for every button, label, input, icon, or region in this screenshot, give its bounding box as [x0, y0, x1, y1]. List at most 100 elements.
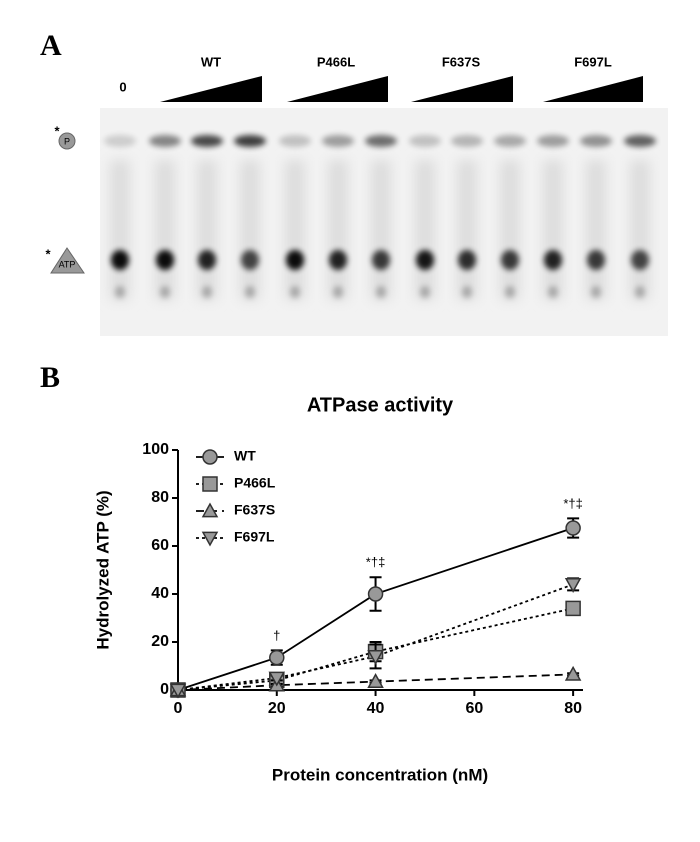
band — [156, 250, 174, 270]
series-line — [177, 583, 574, 691]
marker — [367, 650, 384, 665]
band — [333, 286, 343, 298]
y-tick-label: 40 — [151, 585, 169, 602]
band — [365, 135, 397, 147]
band — [544, 250, 562, 270]
lane-label: P466L — [317, 54, 355, 69]
band — [458, 250, 476, 270]
band — [587, 250, 605, 270]
band — [290, 286, 300, 298]
series-line — [177, 527, 574, 691]
band — [505, 286, 515, 298]
lane-smear — [543, 160, 563, 300]
band — [548, 286, 558, 298]
significance-label: † — [273, 628, 280, 643]
band — [501, 250, 519, 270]
x-tick-label: 60 — [465, 700, 483, 717]
band — [462, 286, 472, 298]
legend-label: P466L — [234, 475, 276, 491]
legend-marker — [202, 476, 218, 492]
gel-image — [100, 108, 668, 336]
marker — [564, 665, 582, 681]
product-marker — [58, 132, 76, 150]
lane-smear — [371, 160, 391, 300]
band — [537, 135, 569, 147]
band — [591, 286, 601, 298]
band — [635, 286, 645, 298]
band — [115, 286, 125, 298]
significance-label: *†‡ — [563, 496, 583, 511]
band — [409, 135, 441, 147]
band — [376, 286, 386, 298]
legend-marker — [202, 449, 218, 465]
lane-label: WT — [201, 54, 221, 69]
band — [286, 250, 304, 270]
panel-label: A — [40, 29, 62, 62]
y-tick-label: 20 — [151, 633, 169, 650]
wedge — [543, 76, 643, 102]
band — [372, 250, 390, 270]
marker-star: * — [54, 123, 60, 138]
chart-title: ATPase activity — [307, 394, 454, 416]
marker-star: * — [45, 246, 51, 261]
wedge — [160, 76, 262, 102]
substrate-marker — [50, 247, 85, 274]
lane-smear — [586, 160, 606, 300]
marker — [564, 578, 582, 593]
band — [494, 135, 526, 147]
band — [160, 286, 170, 298]
x-tick-label: 20 — [268, 700, 286, 717]
lane-smear — [240, 160, 260, 300]
marker-label: P — [64, 136, 70, 146]
significance-label: *†‡ — [366, 555, 386, 570]
lane-smear — [197, 160, 217, 300]
x-tick-label: 80 — [564, 700, 582, 717]
marker — [269, 649, 285, 666]
lane-smear — [328, 160, 348, 300]
legend-marker — [201, 502, 219, 518]
marker — [169, 683, 187, 699]
band — [241, 250, 259, 270]
marker — [367, 586, 384, 602]
band — [322, 135, 354, 147]
lane-wedges — [160, 76, 643, 102]
lane-smear — [155, 160, 175, 300]
lane-smear — [415, 160, 435, 300]
legend-marker — [201, 531, 219, 547]
marker — [367, 673, 384, 688]
marker-label: ATP — [59, 259, 76, 269]
band — [104, 135, 136, 147]
y-axis-label: Hydrolyzed ATP (%) — [93, 490, 112, 649]
lane-label: F637S — [442, 54, 481, 69]
band — [631, 250, 649, 270]
band — [149, 135, 181, 147]
band — [111, 250, 129, 270]
band — [198, 250, 216, 270]
band — [279, 135, 311, 147]
y-tick-label: 60 — [151, 537, 169, 554]
band — [451, 135, 483, 147]
y-tick-label: 0 — [160, 681, 169, 698]
band — [416, 250, 434, 270]
series-line — [177, 673, 574, 691]
x-tick-label: 40 — [367, 700, 385, 717]
marker — [565, 520, 581, 536]
band — [420, 286, 430, 298]
wedge — [411, 76, 513, 102]
y-tick-label: 100 — [142, 441, 169, 458]
x-axis-label: Protein concentration (nM) — [272, 765, 488, 784]
band — [234, 135, 266, 147]
legend-label: F697L — [234, 529, 275, 545]
lane-label: 0 — [119, 79, 126, 94]
legend-label: F637S — [234, 502, 275, 518]
band — [202, 286, 212, 298]
band — [624, 135, 656, 147]
lane-smear — [285, 160, 305, 300]
lane-smear — [457, 160, 477, 300]
y-tick-label: 80 — [151, 489, 169, 506]
band — [580, 135, 612, 147]
legend-label: WT — [234, 448, 256, 464]
lane-smear — [110, 160, 130, 300]
marker — [268, 671, 286, 687]
series-line — [177, 607, 574, 691]
